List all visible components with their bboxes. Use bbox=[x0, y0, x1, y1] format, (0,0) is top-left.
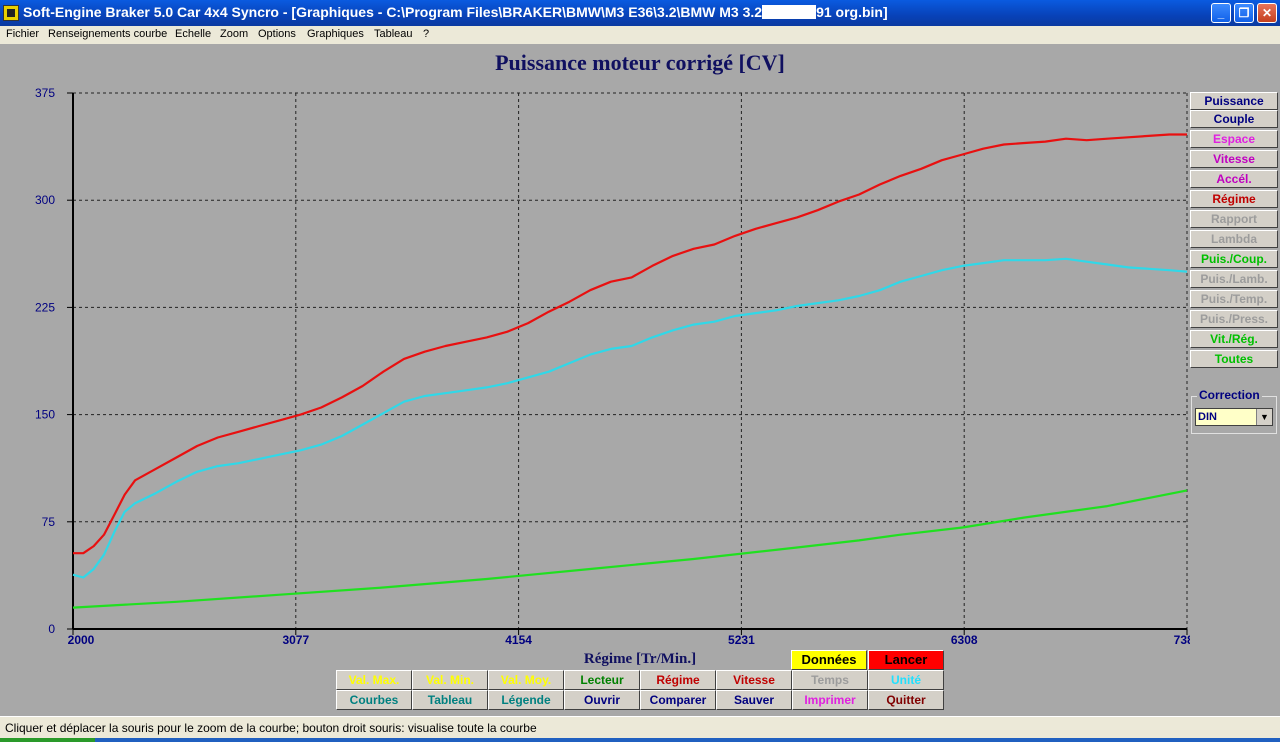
window-title: Soft-Engine Braker 5.0 Car 4x4 Syncro - … bbox=[23, 4, 888, 20]
side-button-puistemp[interactable]: Puis./Temp. bbox=[1190, 290, 1278, 308]
y-tick-label: 75 bbox=[42, 515, 56, 529]
button-lgende[interactable]: Légende bbox=[488, 690, 564, 710]
series-line-2 bbox=[72, 257, 1188, 579]
side-button-couple[interactable]: Couple bbox=[1190, 110, 1278, 128]
lancer-button[interactable]: Lancer bbox=[868, 650, 944, 670]
close-button[interactable]: ✕ bbox=[1257, 3, 1277, 23]
menu-help[interactable]: ? bbox=[423, 28, 430, 40]
menu-renseignements-courbe[interactable]: Renseignements courbe bbox=[48, 28, 168, 40]
side-button-vitesse[interactable]: Vitesse bbox=[1190, 150, 1278, 168]
button-imprimer[interactable]: Imprimer bbox=[792, 690, 868, 710]
side-button-puislamb[interactable]: Puis./Lamb. bbox=[1190, 270, 1278, 288]
x-tick-label: 4154 bbox=[505, 633, 532, 647]
window-title-suffix: 91 org.bin] bbox=[816, 4, 888, 20]
chart-title: Puissance moteur corrigé [CV] bbox=[495, 50, 785, 75]
taskbar-strip bbox=[0, 738, 1280, 742]
button-lecteur[interactable]: Lecteur bbox=[564, 670, 640, 690]
button-unit[interactable]: Unité bbox=[868, 670, 944, 690]
button-temps[interactable]: Temps bbox=[792, 670, 868, 690]
button-quitter[interactable]: Quitter bbox=[868, 690, 944, 710]
minimize-button[interactable]: _ bbox=[1211, 3, 1231, 23]
restore-button[interactable]: ❐ bbox=[1234, 3, 1254, 23]
menu-graphiques[interactable]: Graphiques bbox=[307, 28, 364, 40]
redacted-block bbox=[762, 5, 817, 19]
button-valmax[interactable]: Val. Max. bbox=[336, 670, 412, 690]
side-button-lambda[interactable]: Lambda bbox=[1190, 230, 1278, 248]
y-tick-label: 375 bbox=[35, 86, 55, 100]
correction-value: DIN bbox=[1198, 411, 1217, 423]
x-tick-label: 5231 bbox=[728, 633, 755, 647]
x-tick-label: 2000 bbox=[68, 633, 95, 647]
side-button-puispress[interactable]: Puis./Press. bbox=[1190, 310, 1278, 328]
side-button-vitrg[interactable]: Vit./Rég. bbox=[1190, 330, 1278, 348]
side-button-rapport[interactable]: Rapport bbox=[1190, 210, 1278, 228]
series-line-3 bbox=[72, 489, 1188, 609]
button-tableau[interactable]: Tableau bbox=[412, 690, 488, 710]
menu-echelle[interactable]: Echelle bbox=[175, 28, 212, 40]
button-valmin[interactable]: Val. Min. bbox=[412, 670, 488, 690]
x-axis-label: Régime [Tr/Min.] bbox=[583, 651, 697, 667]
side-button-puiscoup[interactable]: Puis./Coup. bbox=[1190, 250, 1278, 268]
y-tick-label: 150 bbox=[35, 408, 55, 422]
correction-select[interactable]: DIN ▼ bbox=[1195, 408, 1273, 426]
side-button-espace[interactable]: Espace bbox=[1190, 130, 1278, 148]
side-button-puissance[interactable]: Puissance bbox=[1190, 92, 1278, 110]
menu-zoom[interactable]: Zoom bbox=[220, 28, 249, 40]
menu-tableau[interactable]: Tableau bbox=[374, 28, 413, 40]
power-chart[interactable]: 0 75 150 225 300 375 2000 3077 4154 5231 6308 7385 bbox=[0, 80, 1190, 650]
title-bar: Soft-Engine Braker 5.0 Car 4x4 Syncro - … bbox=[0, 0, 1280, 26]
y-tick-label: 300 bbox=[35, 193, 55, 207]
side-button-toutes[interactable]: Toutes bbox=[1190, 350, 1278, 368]
series-line-1 bbox=[73, 133, 1187, 555]
menu-options[interactable]: Options bbox=[258, 28, 296, 40]
button-valmoy[interactable]: Val. Moy. bbox=[488, 670, 564, 690]
x-tick-label: 3077 bbox=[282, 633, 309, 647]
side-button-rgime[interactable]: Régime bbox=[1190, 190, 1278, 208]
side-button-accl[interactable]: Accél. bbox=[1190, 170, 1278, 188]
button-rgime[interactable]: Régime bbox=[640, 670, 716, 690]
y-tick-label: 225 bbox=[35, 300, 55, 314]
button-vitesse[interactable]: Vitesse bbox=[716, 670, 792, 690]
y-tick-label: 0 bbox=[48, 622, 55, 636]
window-title-prefix: Soft-Engine Braker 5.0 Car 4x4 Syncro - … bbox=[23, 4, 763, 20]
donnees-button[interactable]: Données bbox=[791, 650, 867, 670]
app-icon bbox=[3, 5, 19, 21]
menu-bar: Fichier Renseignements courbe Echelle Zo… bbox=[0, 26, 1280, 44]
button-comparer[interactable]: Comparer bbox=[640, 690, 716, 710]
status-bar: Cliquer et déplacer la souris pour le zo… bbox=[0, 716, 1280, 739]
menu-fichier[interactable]: Fichier bbox=[6, 28, 40, 40]
chevron-down-icon[interactable]: ▼ bbox=[1256, 409, 1272, 425]
button-courbes[interactable]: Courbes bbox=[336, 690, 412, 710]
x-tick-label: 6308 bbox=[951, 633, 978, 647]
correction-label: Correction bbox=[1197, 388, 1262, 402]
status-text: Cliquer et déplacer la souris pour le zo… bbox=[5, 721, 537, 735]
button-sauver[interactable]: Sauver bbox=[716, 690, 792, 710]
button-ouvrir[interactable]: Ouvrir bbox=[564, 690, 640, 710]
x-tick-label: 7385 bbox=[1174, 633, 1190, 647]
